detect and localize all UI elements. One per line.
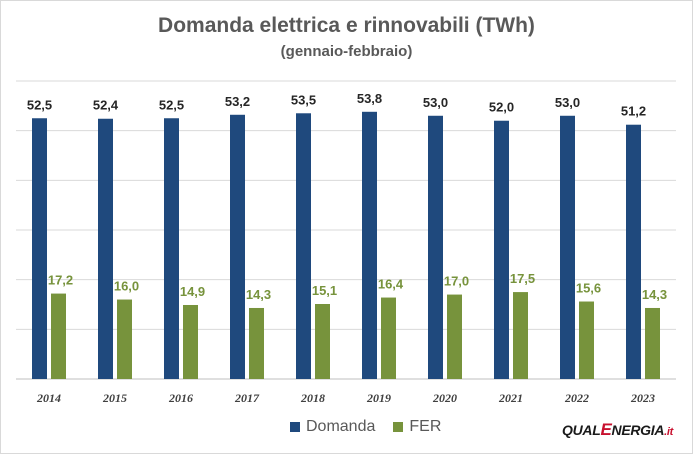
chart-subtitle: (gennaio-febbraio) — [280, 43, 413, 60]
data-label-fer-2015: 16,0 — [114, 279, 139, 294]
qualenergia-logo: QUALENERGIA.it — [562, 420, 674, 439]
bar-fer-2020 — [447, 294, 462, 379]
x-tick-label: 2019 — [366, 391, 391, 405]
bar-fer-2022 — [579, 301, 594, 379]
legend-label-domanda: Domanda — [306, 418, 376, 435]
bar-domanda-2014 — [32, 118, 47, 379]
bar-domanda-2015 — [98, 118, 113, 379]
bar-fer-2015 — [117, 299, 132, 379]
bar-domanda-2017 — [230, 114, 245, 380]
bar-domanda-2021 — [494, 120, 509, 379]
bar-fer-2017 — [249, 307, 264, 379]
x-tick-label: 2018 — [300, 391, 325, 405]
data-label-domanda-2022: 53,0 — [555, 95, 580, 110]
bar-fer-2018 — [315, 304, 330, 379]
x-tick-label: 2016 — [168, 391, 193, 405]
data-label-fer-2019: 16,4 — [378, 277, 404, 292]
legend-swatch-domanda — [290, 422, 300, 432]
x-tick-label: 2023 — [630, 391, 655, 405]
data-label-fer-2021: 17,5 — [510, 271, 535, 286]
x-tick-label: 2022 — [564, 391, 589, 405]
bar-fer-2016 — [183, 304, 198, 379]
data-label-domanda-2015: 52,4 — [93, 98, 119, 113]
data-label-fer-2017: 14,3 — [246, 287, 271, 302]
data-label-fer-2016: 14,9 — [180, 284, 205, 299]
chart-title: Domanda elettrica e rinnovabili (TWh) — [158, 14, 535, 37]
x-tick-label: 2021 — [498, 391, 523, 405]
data-label-domanda-2021: 52,0 — [489, 100, 514, 115]
legend-item-domanda: Domanda — [290, 418, 375, 436]
data-label-domanda-2018: 53,5 — [291, 92, 316, 107]
data-label-domanda-2017: 53,2 — [225, 94, 250, 109]
legend: Domanda FER — [290, 418, 451, 436]
bar-fer-2014 — [51, 293, 66, 379]
legend-item-fer: FER — [393, 418, 441, 436]
data-label-domanda-2016: 52,5 — [159, 97, 184, 112]
bar-domanda-2019 — [362, 111, 377, 379]
data-label-fer-2023: 14,3 — [642, 287, 667, 302]
legend-swatch-fer — [393, 422, 404, 432]
bar-domanda-2016 — [164, 118, 179, 379]
x-tick-label: 2014 — [36, 391, 61, 405]
x-tick-label: 2020 — [432, 391, 457, 405]
legend-label-fer: FER — [409, 418, 442, 435]
bar-domanda-2023 — [626, 124, 641, 379]
x-tick-label: 2017 — [234, 391, 260, 405]
bar-fer-2019 — [381, 297, 396, 379]
bar-domanda-2022 — [560, 115, 575, 380]
data-label-fer-2020: 17,0 — [444, 274, 469, 289]
bar-fer-2021 — [513, 292, 528, 379]
data-label-fer-2018: 15,1 — [312, 283, 337, 298]
data-label-fer-2022: 15,6 — [576, 281, 601, 296]
data-label-domanda-2023: 51,2 — [621, 104, 646, 119]
x-tick-label: 2015 — [102, 391, 127, 405]
data-label-fer-2014: 17,2 — [48, 273, 73, 288]
bar-domanda-2020 — [428, 115, 443, 380]
data-label-domanda-2019: 53,8 — [357, 91, 382, 106]
data-label-domanda-2020: 53,0 — [423, 95, 448, 110]
bar-domanda-2018 — [296, 113, 311, 380]
data-label-domanda-2014: 52,5 — [27, 97, 52, 112]
bar-fer-2023 — [645, 307, 660, 379]
